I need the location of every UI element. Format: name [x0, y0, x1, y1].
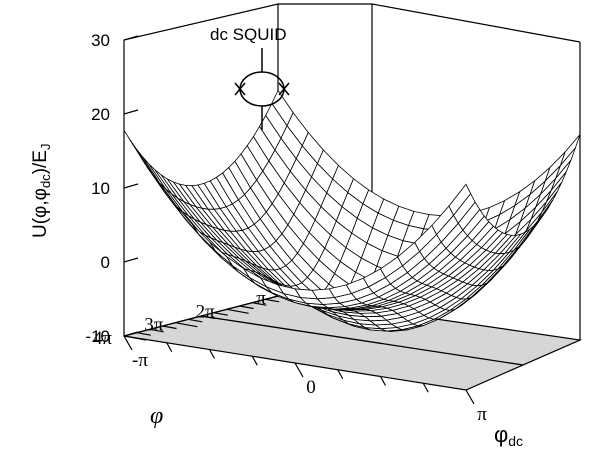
phidc-tick-label: -π	[132, 350, 148, 371]
z-tick-mark	[123, 35, 139, 41]
phi-tick-mark	[252, 302, 267, 306]
z-axis-label: U(φ,φdc)/EJ	[30, 144, 53, 238]
phi-tick-label: 4π	[93, 328, 113, 349]
phi-tick-mark	[188, 318, 203, 323]
phi-tick-label: 3π	[144, 315, 164, 336]
phi-tick-mark	[175, 322, 198, 328]
z-axis: 30 20 10 0 -10	[85, 31, 139, 346]
z-tick-mark	[123, 331, 139, 337]
phi-tick-mark	[226, 308, 249, 314]
phi-tick-mark	[136, 332, 151, 336]
squid-inset: dc SQUID	[210, 25, 290, 130]
z-tick-label: 30	[91, 31, 110, 50]
z-tick-label: 10	[91, 179, 110, 198]
junction-right-icon	[278, 82, 290, 96]
surface-cell	[123, 130, 148, 168]
phidc-tick-mark	[166, 342, 173, 353]
junction-left-icon	[234, 82, 246, 96]
phi-axis: π 2π 3π 4π	[93, 288, 301, 349]
phidc-tick-mark	[294, 362, 304, 378]
phi-tick-mark	[162, 325, 177, 330]
z-tick-label: -10	[85, 327, 110, 346]
phidc-tick-mark	[422, 382, 429, 393]
back-edge-right-2	[371, 3, 581, 43]
phidc-tick-mark	[251, 355, 258, 366]
phidc-tick-mark	[465, 389, 475, 405]
z-tick-label: 20	[91, 105, 110, 124]
phi-tick-mark	[239, 305, 254, 310]
phidc-tick-mark	[208, 349, 216, 359]
phidc-axis-label: φdc	[494, 422, 523, 449]
phi-tick-label: 2π	[196, 301, 216, 322]
phi-tick-mark	[149, 328, 164, 333]
phidc-tick-mark	[123, 335, 133, 351]
phidc-tick-label: 0	[306, 377, 316, 398]
z-tick-mark	[123, 109, 139, 115]
phi-axis-label: φ	[150, 403, 163, 429]
phidc-axis: -π 0 π	[123, 335, 487, 425]
phidc-tick-mark	[379, 376, 387, 386]
z-tick-mark	[123, 257, 139, 263]
phi-tick-mark	[200, 315, 216, 320]
phidc-tick-mark	[337, 369, 344, 380]
surface-mesh	[123, 89, 581, 332]
phidc-tick-label: π	[477, 404, 487, 425]
phi-tick-label: π	[256, 288, 266, 309]
phi-tick-mark	[213, 312, 228, 316]
z-tick-mark	[123, 183, 139, 189]
z-tick-label: 0	[101, 253, 110, 272]
phi-tick-mark	[265, 298, 280, 303]
phi-tick-mark	[123, 335, 147, 341]
floor-center-line	[200, 315, 524, 366]
squid-label: dc SQUID	[210, 25, 287, 44]
